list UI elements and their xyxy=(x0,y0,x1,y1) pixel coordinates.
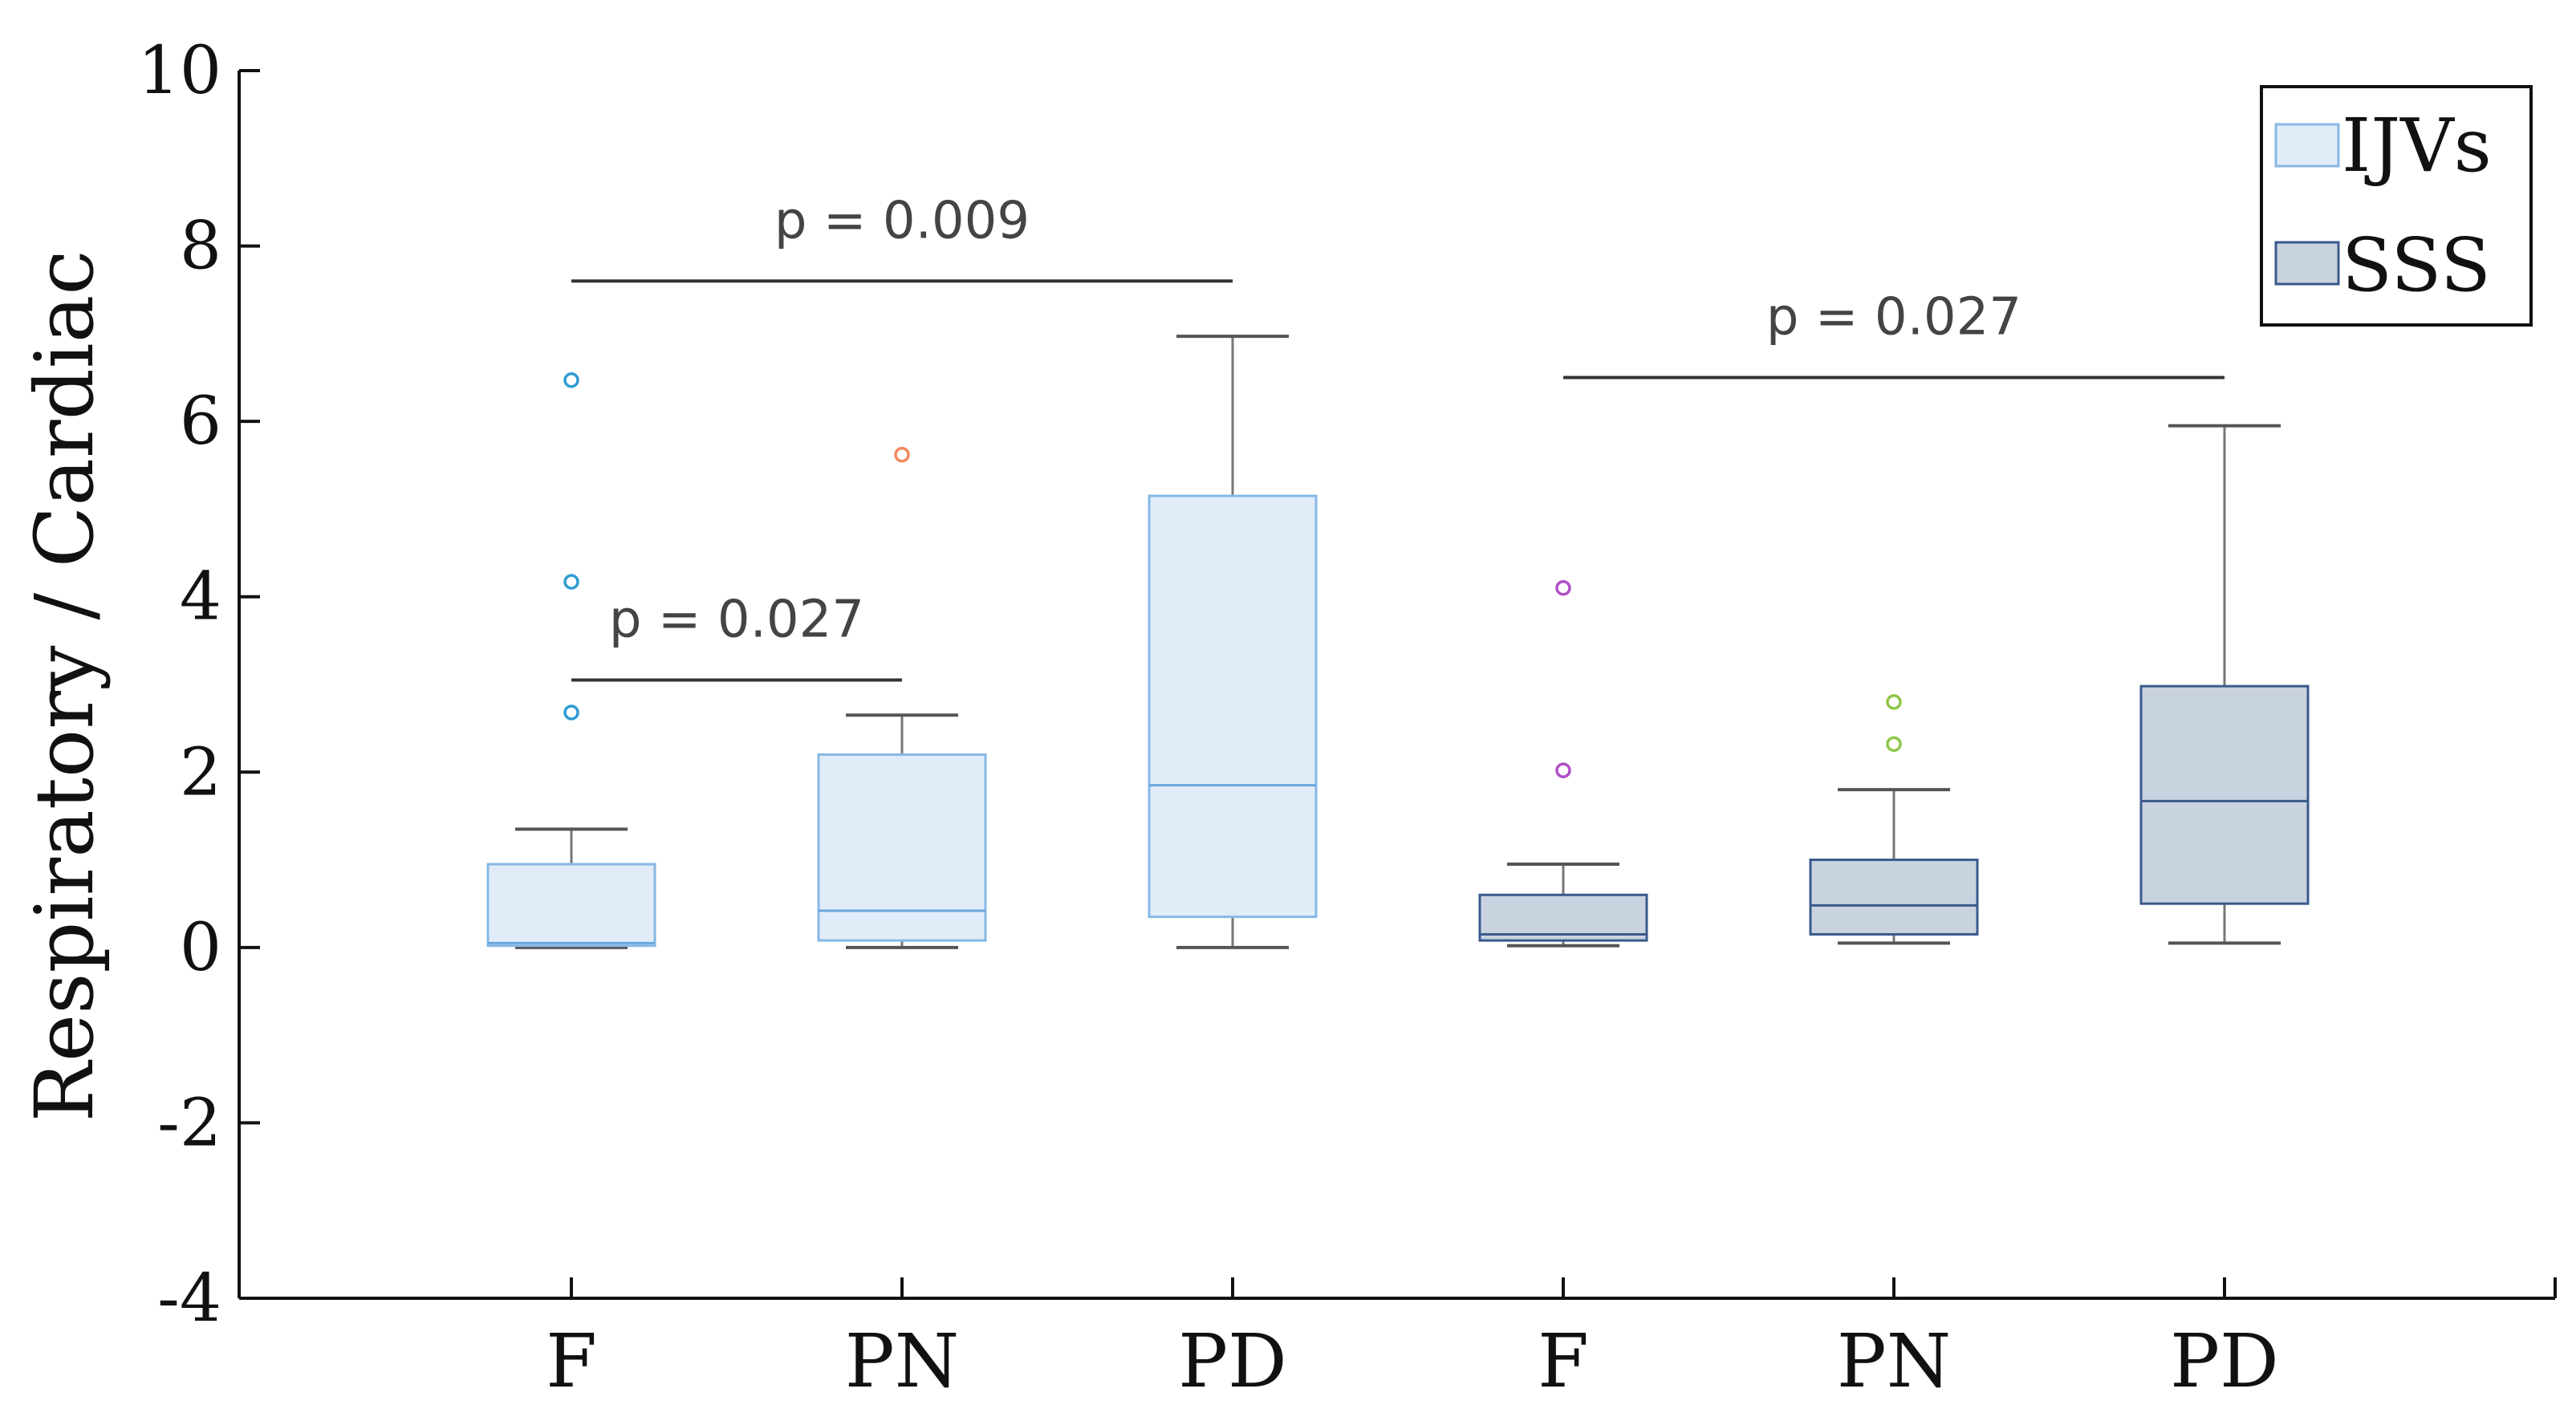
outlier-point xyxy=(563,574,579,590)
box-body xyxy=(817,753,987,942)
box-body xyxy=(1148,494,1318,919)
axes xyxy=(238,71,2557,1300)
box-series xyxy=(486,335,2310,949)
outlier-point xyxy=(563,704,579,721)
legend-label-ijvs: IJVs xyxy=(2342,103,2492,189)
legend: IJVs SSS xyxy=(2260,85,2533,327)
legend-swatch-sss xyxy=(2274,241,2340,286)
x-tick-label: F xyxy=(1538,1318,1589,1404)
y-tick-label: 8 xyxy=(180,209,221,285)
legend-label-sss: SSS xyxy=(2342,222,2491,308)
box-ijvs-pn xyxy=(817,446,987,949)
p-value-label: p = 0.027 xyxy=(1766,288,2021,347)
outlier-point xyxy=(1886,694,1902,710)
box-ijvs-f xyxy=(486,372,656,949)
legend-swatch-ijvs xyxy=(2274,123,2340,168)
y-tick-label: -2 xyxy=(157,1085,221,1161)
p-value-label: p = 0.009 xyxy=(774,191,1030,250)
box-sss-pn xyxy=(1809,694,1979,945)
x-ticks: F PN PD F PN PD xyxy=(546,1277,2279,1404)
y-tick-label: -4 xyxy=(157,1261,221,1337)
y-tick-label: 6 xyxy=(180,384,221,460)
y-axis-label-group: Respiratory / Cardiac xyxy=(18,250,112,1123)
x-tick-label: PN xyxy=(845,1318,959,1404)
box-sss-f xyxy=(1478,580,1648,948)
p-value-label: p = 0.027 xyxy=(609,591,864,650)
y-tick-label: 2 xyxy=(180,734,221,810)
outlier-point xyxy=(1555,762,1571,778)
x-tick-label: PN xyxy=(1837,1318,1951,1404)
box-body xyxy=(1809,859,1979,936)
y-tick-label: 0 xyxy=(180,910,221,986)
box-sss-pd xyxy=(2139,424,2310,945)
y-axis-label: Respiratory / Cardiac xyxy=(18,250,112,1123)
x-tick-label: PD xyxy=(1178,1318,1287,1404)
y-tick-label: 10 xyxy=(138,33,221,109)
outlier-point xyxy=(1555,580,1571,596)
box-body xyxy=(1478,893,1648,942)
x-tick-label: PD xyxy=(2170,1318,2279,1404)
outlier-point xyxy=(563,372,579,388)
box-ijvs-pd xyxy=(1148,335,1318,949)
box-body xyxy=(486,863,656,948)
x-tick-label: F xyxy=(546,1318,597,1404)
box-body xyxy=(2139,684,2310,905)
outlier-point xyxy=(894,446,910,463)
y-tick-label: 4 xyxy=(180,559,221,635)
y-ticks: -4 -2 0 2 4 6 8 10 xyxy=(138,33,260,1337)
outlier-point xyxy=(1886,736,1902,753)
significance-annotations: p = 0.009 p = 0.027 p = 0.027 xyxy=(571,191,2225,682)
